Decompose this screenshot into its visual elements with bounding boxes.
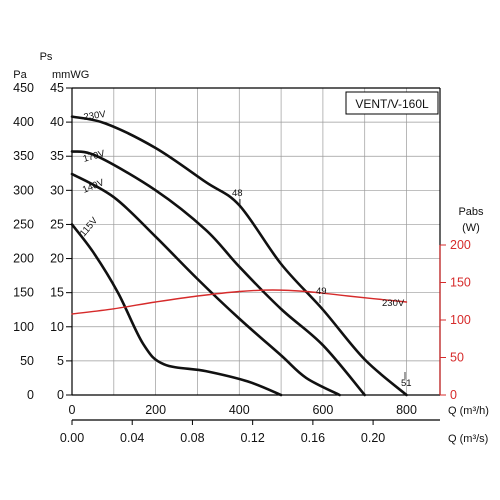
mmwg-tick-label: 40 xyxy=(50,115,64,129)
model-label: VENT/V-160L xyxy=(355,97,429,111)
pa-tick-label: 200 xyxy=(13,252,34,266)
series-curve-pressure-115v xyxy=(70,223,283,397)
q-m3s-tick-label: 0.20 xyxy=(361,431,385,445)
pa-tick-label: 350 xyxy=(13,149,34,163)
q-m3s-tick-label: 0.04 xyxy=(120,431,144,445)
pa-tick-label: 100 xyxy=(13,320,34,334)
noise-annotation-label: 48 xyxy=(232,188,243,199)
series-label-pressure-230v: 230V xyxy=(83,109,107,123)
pabs-title-label: Pabs xyxy=(458,206,484,218)
series-label-pressure-170v: 170V xyxy=(82,148,107,165)
q-m3s-tick-label: 0.00 xyxy=(60,431,84,445)
q-m3h-tick-label: 0 xyxy=(69,403,76,417)
series-curve-pressure-140v xyxy=(70,172,341,397)
pa-tick-label: 400 xyxy=(13,115,34,129)
plot-axes xyxy=(71,87,441,421)
tick-labels-layer: 0501001502002503003504004500510152025303… xyxy=(13,81,471,445)
watts-unit-label: (W) xyxy=(462,222,480,234)
pa-tick-label: 300 xyxy=(13,183,34,197)
pa-tick-label: 150 xyxy=(13,286,34,300)
mmwg-tick-label: 45 xyxy=(50,81,64,95)
pabs-tick-label: 100 xyxy=(450,313,471,327)
mmwg-tick-label: 25 xyxy=(50,217,64,231)
curves-layer xyxy=(70,115,408,397)
mmwg-tick-label: 15 xyxy=(50,286,64,300)
pa-tick-label: 0 xyxy=(27,388,34,402)
series-label-pressure-115v: 115V xyxy=(78,215,101,239)
q-m3h-tick-label: 200 xyxy=(145,403,166,417)
q-m3h-axis-label: Q (m³/h) xyxy=(448,405,489,417)
pabs-tick-label: 50 xyxy=(450,351,464,365)
pabs-tick-label: 200 xyxy=(450,238,471,252)
series-curve-pressure-170v xyxy=(70,150,366,397)
series-label-power-230v: 230V xyxy=(382,298,405,309)
q-m3s-axis-label: Q (m³/s) xyxy=(448,433,488,445)
q-m3h-tick-label: 600 xyxy=(312,403,333,417)
pa-tick-label: 250 xyxy=(13,217,34,231)
pa-tick-label: 50 xyxy=(20,354,34,368)
mmwg-tick-label: 5 xyxy=(57,354,64,368)
pabs-tick-label: 150 xyxy=(450,276,471,290)
q-m3s-tick-label: 0.08 xyxy=(180,431,204,445)
mmwg-tick-label: 30 xyxy=(50,183,64,197)
q-m3s-tick-label: 0.12 xyxy=(240,431,264,445)
noise-annotation-label: 51 xyxy=(401,378,412,389)
noise-annotation-label: 49 xyxy=(316,286,327,297)
q-m3h-tick-label: 400 xyxy=(229,403,250,417)
pa-unit-label: Pa xyxy=(13,69,27,81)
ps-title-label: Ps xyxy=(40,51,53,63)
pabs-tick-label: 0 xyxy=(450,388,457,402)
series-curve-pressure-230v xyxy=(70,115,408,397)
mmwg-tick-label: 10 xyxy=(50,320,64,334)
model-label-box: VENT/V-160L xyxy=(345,91,439,115)
q-m3s-tick-label: 0.16 xyxy=(301,431,325,445)
mmwg-tick-label: 35 xyxy=(50,149,64,163)
pa-tick-label: 450 xyxy=(13,81,34,95)
series-curve-power-230v xyxy=(71,289,408,315)
q-m3h-tick-label: 800 xyxy=(396,403,417,417)
mmwg-unit-label: mmWG xyxy=(52,69,89,81)
mmwg-tick-label: 20 xyxy=(50,252,64,266)
mmwg-tick-label: 0 xyxy=(57,388,64,402)
